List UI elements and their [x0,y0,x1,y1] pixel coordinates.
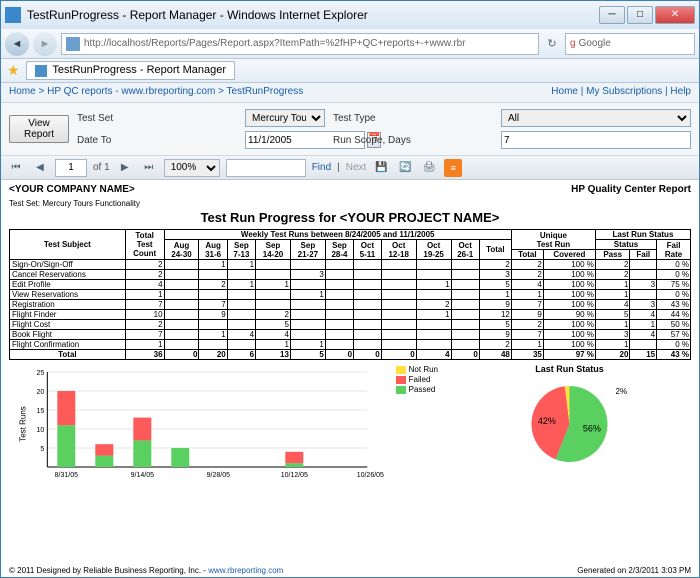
table-row: Sign-On/Sign-Off21122100 %20 % [10,260,691,270]
export-icon[interactable]: 💾 [372,159,390,177]
nav-forward-button[interactable]: ► [33,32,57,56]
report-subtitle: Test Set: Mercury Tours Functionality [9,199,691,208]
table-row: Edit Profile4211154100 %1375 % [10,280,691,290]
google-icon: g [570,38,576,49]
zoom-select[interactable]: 100% [164,159,220,177]
company-name: <YOUR COMPANY NAME> [9,184,135,195]
refresh-report-icon[interactable]: 🔄 [396,159,414,177]
breadcrumb-home[interactable]: Home [9,86,36,97]
subscriptions-link[interactable]: My Subscriptions [586,86,662,97]
help-link[interactable]: Help [670,86,691,97]
prev-page-icon[interactable]: ◀ [31,159,49,177]
svg-text:9/28/05: 9/28/05 [207,472,230,479]
svg-text:10: 10 [37,427,45,434]
runscope-input[interactable] [501,131,691,149]
nav-back-button[interactable]: ◄ [5,32,29,56]
table-row: Registration77297100 %4343 % [10,300,691,310]
footer-link[interactable]: www.rbreporting.com [208,566,283,575]
footer-right: Generated on 2/3/2011 3:03 PM [577,566,691,575]
svg-text:20: 20 [37,389,45,396]
page-icon [66,37,80,51]
header-links: Home | My Subscriptions | Help [551,86,691,99]
svg-text:15: 15 [37,408,45,415]
refresh-icon[interactable]: ↻ [543,35,561,53]
tab-icon [35,65,47,77]
browser-search-box[interactable]: g Google [565,33,695,55]
report-table: Test SubjectTotalTestCountWeekly Test Ru… [9,229,691,360]
find-input[interactable] [226,159,306,177]
table-row: View Reservations1111100 %10 % [10,290,691,300]
breadcrumb-page[interactable]: TestRunProgress [227,86,304,97]
tab-label: TestRunProgress - Report Manager [52,64,226,76]
svg-text:Test Runs: Test Runs [18,406,27,442]
svg-text:10/26/05: 10/26/05 [357,472,384,479]
page-number-input[interactable] [55,159,87,177]
table-row: Flight Cost2552100 %1150 % [10,320,691,330]
page-of-label: of 1 [93,162,110,173]
maximize-button[interactable]: □ [627,6,653,24]
find-label[interactable]: Find [312,162,331,173]
favorites-star-icon[interactable]: ★ [7,62,20,79]
breadcrumb-section[interactable]: HP QC reports - www.rbreporting.com [47,86,215,97]
table-row: Flight Finder1092112990 %5444 % [10,310,691,320]
address-bar[interactable]: http://localhost/Reports/Pages/Report.as… [61,33,539,55]
first-page-icon[interactable]: ⏮ [7,159,25,177]
find-next-label[interactable]: Next [346,162,367,173]
url-text: http://localhost/Reports/Pages/Report.as… [84,38,466,49]
window-title: TestRunProgress - Report Manager - Windo… [27,8,599,22]
view-report-button[interactable]: View Report [9,115,69,143]
report-type: HP Quality Center Report [571,184,691,195]
svg-text:8/31/05: 8/31/05 [55,472,78,479]
runscope-label: Run Scope, Days [333,135,493,146]
next-page-icon[interactable]: ▶ [116,159,134,177]
chart-legend: Not RunFailedPassed [396,364,438,486]
testset-label: Test Set [77,113,237,124]
bar-chart: Test Runs 25 20 15 10 5 8/31/05 9/14/05 9/28/05 1… [9,364,386,486]
close-button[interactable]: ✕ [655,6,695,24]
breadcrumb: Home > HP QC reports - www.rbreporting.c… [9,86,303,99]
svg-text:9/14/05: 9/14/05 [131,472,154,479]
table-row: Book Flight714497100 %3457 % [10,330,691,340]
svg-text:10/12/05: 10/12/05 [281,472,308,479]
footer-left: © 2011 Designed by Reliable Business Rep… [9,566,283,575]
last-page-icon[interactable]: ⏭ [140,159,158,177]
minimize-button[interactable]: ─ [599,6,625,24]
testset-select[interactable]: Mercury Tours Functionality [245,109,325,127]
pie-chart: Last Run Status 56% 42% 2% [448,364,691,486]
svg-text:2%: 2% [616,387,628,396]
search-engine-label: Google [579,38,611,49]
svg-text:42%: 42% [538,416,556,426]
print-icon[interactable]: 🖨 [420,159,438,177]
testtype-label: Test Type [333,113,493,124]
window-titlebar: TestRunProgress - Report Manager - Windo… [1,1,699,29]
feed-icon[interactable]: ≡ [444,159,462,177]
svg-text:56%: 56% [583,423,601,433]
testtype-select[interactable]: All [501,109,691,127]
browser-tab[interactable]: TestRunProgress - Report Manager [26,61,236,79]
pie-title: Last Run Status [448,364,691,374]
report-title: Test Run Progress for <YOUR PROJECT NAME… [9,210,691,225]
table-row: Flight Confirmation11121100 %10 % [10,340,691,350]
app-icon [5,7,21,23]
table-row: Cancel Reservations2332100 %20 % [10,270,691,280]
svg-text:25: 25 [37,370,45,377]
svg-text:5: 5 [40,446,44,453]
home-link[interactable]: Home [551,86,578,97]
dateto-label: Date To [77,135,237,146]
